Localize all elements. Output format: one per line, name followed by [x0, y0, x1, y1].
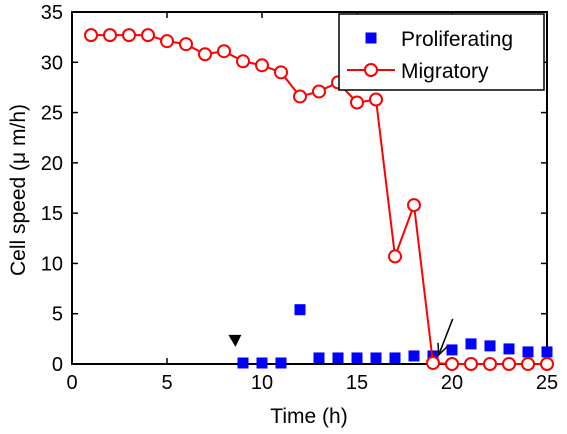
migratory-point [160, 34, 174, 49]
migratory-point [84, 28, 98, 43]
proliferating-point [484, 340, 496, 352]
migratory-point [483, 357, 497, 371]
proliferating-point [446, 344, 458, 356]
arrow-annotation-head [437, 342, 448, 357]
migratory-point [445, 357, 459, 371]
arrow-annotation-shaft [438, 318, 454, 356]
migratory-point [350, 95, 364, 110]
migratory-point [426, 355, 440, 370]
proliferating-point [332, 352, 344, 364]
proliferating-point [370, 352, 382, 364]
migratory-point [521, 357, 535, 371]
migratory-point [103, 28, 117, 43]
proliferating-point [408, 350, 420, 362]
migratory-point [141, 28, 155, 43]
migratory-point [502, 357, 516, 371]
y-tick-label: 20 [41, 153, 63, 175]
x-tick-label: 5 [161, 372, 172, 394]
y-tick-label: 10 [41, 253, 63, 275]
plot-area: 0 5 10 15 20 25 0 5 10 15 20 25 30 35 [41, 2, 558, 394]
y-tick-label: 25 [41, 103, 63, 125]
migratory-point [274, 65, 288, 80]
migratory-point [122, 28, 136, 43]
y-tick-label: 30 [41, 52, 63, 74]
x-tick-label: 15 [346, 372, 368, 394]
proliferating-point [256, 357, 268, 369]
x-tick-label: 10 [251, 372, 273, 394]
migratory-point [179, 37, 193, 52]
migratory-point [236, 54, 250, 69]
proliferating-point [522, 346, 534, 358]
x-tick-label: 20 [441, 372, 463, 394]
legend-migratory-marker [364, 63, 378, 77]
legend-box [338, 13, 545, 91]
x-tick-label: 0 [66, 372, 77, 394]
x-axis-label: Time (h) [270, 405, 347, 428]
proliferating-point [503, 343, 515, 355]
migratory-point [293, 89, 307, 104]
migratory-point [369, 92, 383, 107]
x-tick-label: 25 [536, 372, 558, 394]
migratory-point [407, 198, 421, 213]
arrowhead-annotation [228, 334, 242, 347]
axes-frame [71, 11, 548, 365]
proliferating-point [351, 352, 363, 364]
migratory-point [388, 249, 402, 264]
migratory-point [464, 357, 478, 371]
legend: Proliferating Migratory [338, 13, 545, 91]
legend-proliferating-label: Proliferating [401, 28, 513, 51]
migratory-point [198, 47, 212, 62]
y-tick-label: 15 [41, 203, 63, 225]
proliferating-point [313, 352, 325, 364]
y-tick-label: 0 [52, 354, 63, 376]
migratory-point [540, 357, 554, 371]
y-axis-label: Cell speed (μ m/h) [7, 104, 30, 276]
legend-migratory-label: Migratory [401, 60, 489, 83]
proliferating-point [389, 352, 401, 364]
proliferating-point [465, 338, 477, 350]
migratory-point [312, 84, 326, 99]
proliferating-point [237, 357, 249, 369]
migratory-point [255, 58, 269, 73]
legend-proliferating-marker [365, 32, 377, 44]
proliferating-point [275, 357, 287, 369]
y-tick-label: 35 [41, 2, 63, 24]
migratory-point [217, 44, 231, 59]
y-tick-label: 5 [52, 304, 63, 326]
proliferating-point [541, 346, 553, 358]
proliferating-point [294, 304, 306, 316]
